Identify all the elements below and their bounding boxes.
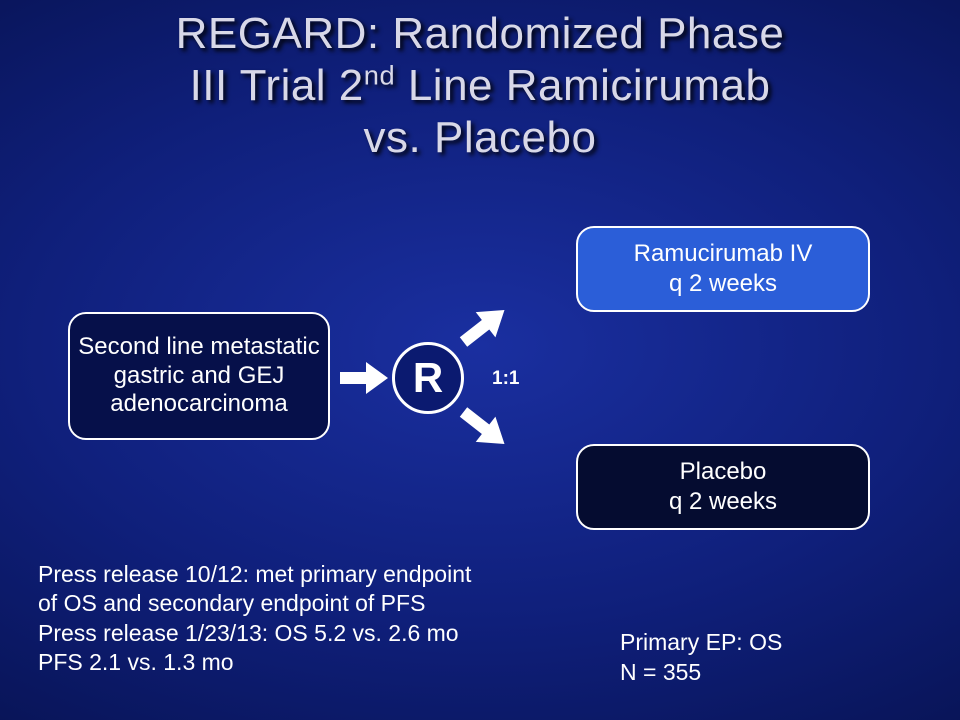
press-line3: Press release 1/23/13: OS 5.2 vs. 2.6 mo (38, 619, 471, 648)
population-text: Second line metastatic gastric and GEJ a… (76, 333, 322, 419)
title-superscript: nd (364, 59, 395, 90)
press-line2: of OS and secondary endpoint of PFS (38, 589, 471, 618)
press-line1: Press release 10/12: met primary endpoin… (38, 560, 471, 589)
population-box: Second line metastatic gastric and GEJ a… (68, 312, 330, 440)
sample-size: N = 355 (620, 658, 782, 688)
primary-endpoint: Primary EP: OS (620, 628, 782, 658)
press-release-text: Press release 10/12: met primary endpoin… (38, 560, 471, 678)
arrow-randomize-to-arm2 (456, 400, 512, 456)
title-line1: REGARD: Randomized Phase (176, 9, 785, 58)
press-line4: PFS 2.1 vs. 1.3 mo (38, 648, 471, 677)
title-line3: vs. Placebo (364, 113, 597, 162)
randomize-circle: R (392, 342, 464, 414)
arm1-box: Ramucirumab IV q 2 weeks (576, 226, 870, 312)
title-line2-post: Line Ramicirumab (395, 61, 770, 110)
endpoint-info: Primary EP: OS N = 355 (620, 628, 782, 688)
arrow-randomize-to-arm1 (456, 298, 512, 354)
randomize-letter: R (413, 354, 443, 402)
arm2-box: Placebo q 2 weeks (576, 444, 870, 530)
arm1-text: Ramucirumab IV q 2 weeks (634, 239, 813, 299)
arrow-population-to-randomize (338, 360, 390, 396)
randomization-ratio: 1:1 (492, 368, 519, 390)
slide-title: REGARD: Randomized Phase III Trial 2nd L… (0, 0, 960, 164)
title-line2-pre: III Trial 2 (190, 61, 364, 110)
arm2-text: Placebo q 2 weeks (669, 457, 777, 517)
